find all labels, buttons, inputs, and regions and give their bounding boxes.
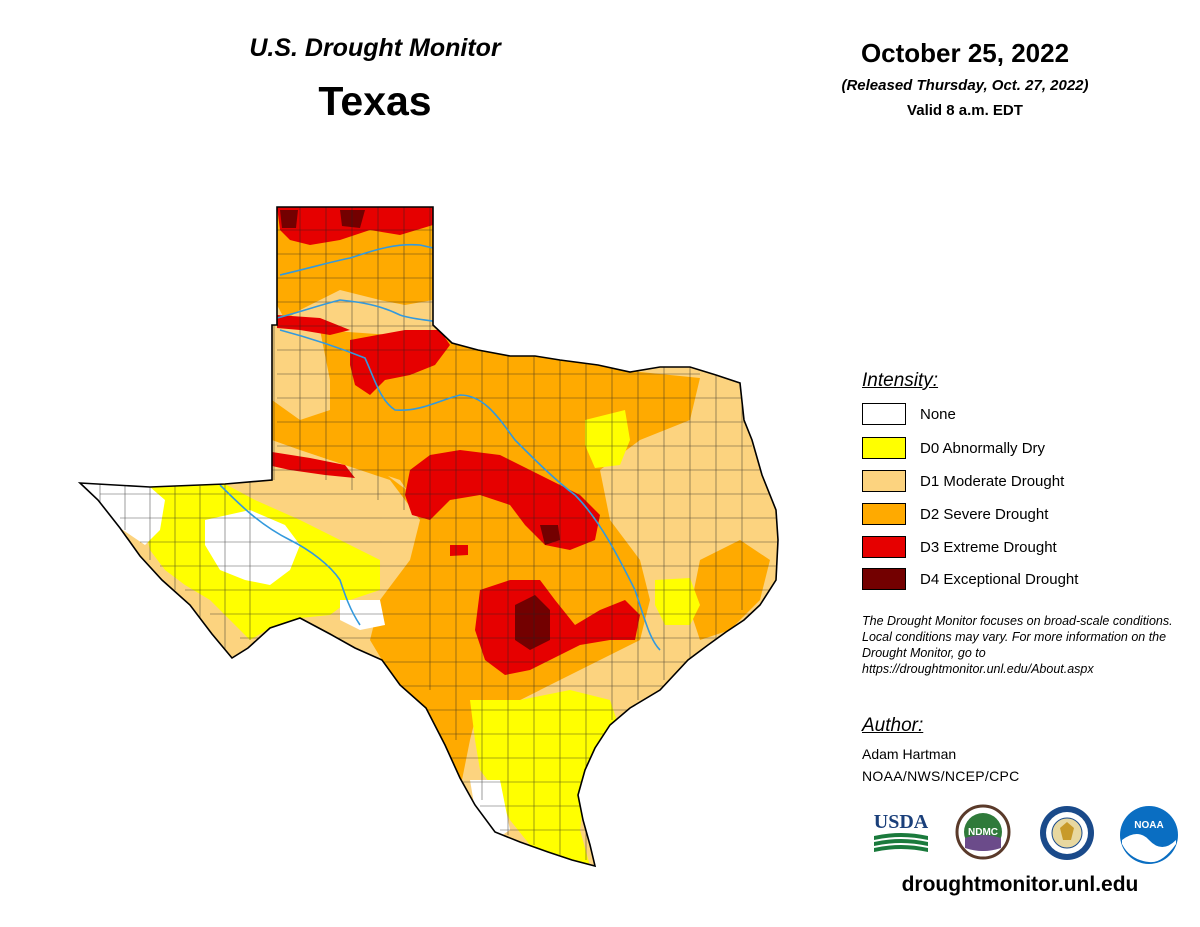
ndmc-logo: NDMC	[955, 804, 1011, 860]
legend-item: D1 Moderate Drought	[862, 469, 1064, 493]
legend-swatch	[862, 536, 906, 558]
noaa-logo-text: NOAA	[1134, 820, 1163, 831]
rivers	[219, 243, 661, 651]
d0-region	[470, 690, 620, 866]
d3-region	[475, 580, 640, 675]
usda-logo: USDA	[874, 811, 929, 852]
legend-swatch	[862, 437, 906, 459]
legend-label: D0 Abnormally Dry	[920, 439, 1046, 457]
map-title: Texas	[318, 78, 432, 124]
legend-label: D3 Extreme Drought	[920, 538, 1057, 556]
legend-item: D0 Abnormally Dry	[862, 436, 1045, 460]
d4-region	[340, 210, 365, 228]
county-grid	[99, 207, 778, 860]
d4-region	[540, 525, 560, 545]
map-date: October 25, 2022	[860, 38, 1070, 68]
legend-swatch	[862, 568, 906, 590]
legend-swatch	[862, 403, 906, 425]
d4-region	[280, 210, 298, 228]
commerce-seal-logo	[1040, 806, 1094, 860]
d3-region	[272, 452, 355, 478]
legend-label: None	[920, 405, 956, 423]
legend-swatch	[862, 503, 906, 525]
author-title: Author:	[862, 715, 924, 736]
legend-label: D4 Exceptional Drought	[920, 570, 1079, 588]
texas-outline	[77, 206, 779, 868]
none-region	[80, 483, 165, 545]
ndmc-logo-text: NDMC	[968, 827, 998, 838]
legend-title: Intensity:	[862, 370, 939, 391]
texas-drought-map	[77, 206, 779, 868]
noaa-logo: NOAA	[1120, 806, 1178, 864]
website-link[interactable]: droughtmonitor.unl.edu	[901, 873, 1139, 896]
author-name: Adam Hartman	[862, 746, 957, 762]
drought-monitor-note: The Drought Monitor focuses on broad-sca…	[862, 614, 1173, 676]
none-region	[470, 780, 510, 840]
legend-item: D4 Exceptional Drought	[862, 567, 1078, 591]
d3-region	[277, 315, 350, 335]
d3-region	[350, 330, 450, 395]
release-date: (Released Thursday, Oct. 27, 2022)	[841, 77, 1089, 94]
usda-logo-text: USDA	[874, 811, 929, 833]
author-org: NOAA/NWS/NCEP/CPC	[862, 768, 1020, 784]
d3-region	[450, 545, 468, 556]
d4-region	[515, 595, 550, 650]
d0-region	[585, 410, 630, 468]
legend-item: None	[862, 402, 956, 426]
legend-label: D2 Severe Drought	[920, 505, 1049, 523]
valid-time: Valid 8 a.m. EDT	[907, 102, 1023, 119]
map-subtitle: U.S. Drought Monitor	[249, 34, 501, 62]
none-region	[340, 600, 385, 630]
legend-item: D3 Extreme Drought	[862, 535, 1057, 559]
legend-label: D1 Moderate Drought	[920, 472, 1065, 490]
legend-swatch	[862, 470, 906, 492]
legend-item: D2 Severe Drought	[862, 502, 1048, 526]
